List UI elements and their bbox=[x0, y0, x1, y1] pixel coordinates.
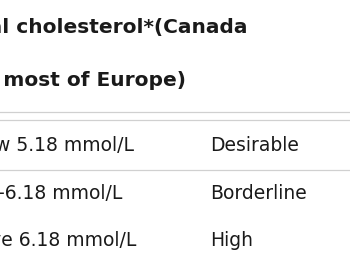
Text: Borderline: Borderline bbox=[210, 184, 307, 203]
Text: Below 5.18 mmol/L: Below 5.18 mmol/L bbox=[0, 136, 134, 155]
Text: Desirable: Desirable bbox=[210, 136, 299, 155]
Text: High: High bbox=[210, 231, 253, 250]
Text: Total cholesterol*(Canada: Total cholesterol*(Canada bbox=[0, 18, 248, 37]
Text: and most of Europe): and most of Europe) bbox=[0, 71, 187, 90]
Text: 5.18–6.18 mmol/L: 5.18–6.18 mmol/L bbox=[0, 184, 123, 203]
Text: Above 6.18 mmol/L: Above 6.18 mmol/L bbox=[0, 231, 137, 250]
